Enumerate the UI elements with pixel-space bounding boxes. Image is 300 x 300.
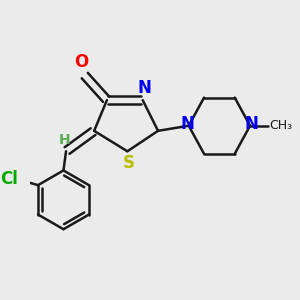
Text: S: S [123, 154, 135, 172]
Text: Cl: Cl [0, 170, 18, 188]
Text: N: N [181, 116, 194, 134]
Text: N: N [137, 79, 151, 97]
Text: CH₃: CH₃ [269, 119, 292, 132]
Text: H: H [59, 133, 70, 147]
Text: O: O [74, 53, 88, 71]
Text: N: N [244, 116, 258, 134]
